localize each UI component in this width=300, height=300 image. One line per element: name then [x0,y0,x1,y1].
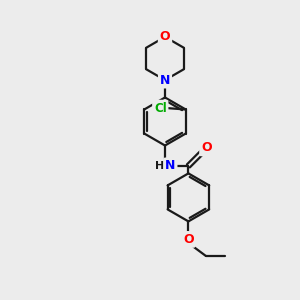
Text: O: O [183,233,194,246]
Text: N: N [165,159,176,172]
Text: Cl: Cl [154,101,167,115]
Text: O: O [160,30,170,44]
Text: O: O [201,141,212,154]
Text: H: H [155,161,164,171]
Text: N: N [160,74,170,87]
